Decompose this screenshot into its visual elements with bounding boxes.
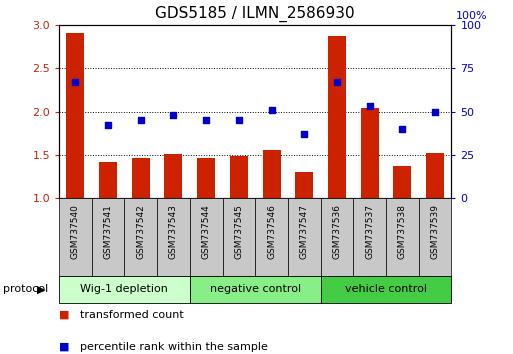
Text: Wig-1 depletion: Wig-1 depletion bbox=[81, 284, 168, 295]
Bar bbox=[165, 154, 183, 198]
Text: GSM737547: GSM737547 bbox=[300, 205, 309, 259]
Bar bbox=[328, 36, 346, 198]
Text: GSM737540: GSM737540 bbox=[71, 205, 80, 259]
Point bbox=[104, 122, 112, 128]
Point bbox=[71, 79, 80, 85]
Bar bbox=[190, 198, 223, 276]
Point bbox=[136, 118, 145, 123]
Text: GSM737546: GSM737546 bbox=[267, 205, 276, 259]
Bar bbox=[393, 166, 411, 198]
Text: protocol: protocol bbox=[3, 284, 48, 295]
Bar bbox=[99, 162, 117, 198]
Bar bbox=[66, 33, 84, 198]
Text: negative control: negative control bbox=[210, 284, 301, 295]
Text: vehicle control: vehicle control bbox=[345, 284, 427, 295]
Bar bbox=[157, 198, 190, 276]
Point bbox=[300, 131, 308, 137]
Bar bbox=[197, 158, 215, 198]
Bar bbox=[295, 172, 313, 198]
Bar bbox=[386, 198, 419, 276]
Bar bbox=[59, 276, 190, 303]
Bar bbox=[230, 156, 248, 198]
Text: GSM737541: GSM737541 bbox=[104, 205, 112, 259]
Bar bbox=[132, 158, 150, 198]
Bar bbox=[223, 198, 255, 276]
Text: GSM737539: GSM737539 bbox=[430, 205, 440, 259]
Bar bbox=[288, 198, 321, 276]
Text: GSM737538: GSM737538 bbox=[398, 205, 407, 259]
Bar bbox=[361, 108, 379, 198]
Point bbox=[366, 103, 374, 109]
Bar bbox=[92, 198, 125, 276]
Point bbox=[235, 118, 243, 123]
Title: GDS5185 / ILMN_2586930: GDS5185 / ILMN_2586930 bbox=[155, 6, 355, 22]
Point bbox=[267, 107, 275, 113]
Text: transformed count: transformed count bbox=[80, 310, 183, 320]
Text: GSM737545: GSM737545 bbox=[234, 205, 243, 259]
Text: 100%: 100% bbox=[456, 11, 487, 21]
Text: GSM737544: GSM737544 bbox=[202, 205, 211, 259]
Text: GSM737543: GSM737543 bbox=[169, 205, 178, 259]
Point bbox=[431, 109, 439, 114]
Bar bbox=[190, 276, 321, 303]
Bar bbox=[59, 198, 92, 276]
Text: ▶: ▶ bbox=[37, 284, 46, 295]
Text: ■: ■ bbox=[59, 310, 69, 320]
Point bbox=[398, 126, 406, 132]
Bar bbox=[124, 198, 157, 276]
Text: GSM737542: GSM737542 bbox=[136, 205, 145, 259]
Bar bbox=[353, 198, 386, 276]
Point bbox=[202, 118, 210, 123]
Bar bbox=[426, 153, 444, 198]
Bar bbox=[321, 198, 353, 276]
Point bbox=[169, 112, 177, 118]
Bar bbox=[419, 198, 451, 276]
Bar bbox=[255, 198, 288, 276]
Bar bbox=[321, 276, 451, 303]
Point bbox=[333, 79, 341, 85]
Text: percentile rank within the sample: percentile rank within the sample bbox=[80, 342, 267, 352]
Text: GSM737536: GSM737536 bbox=[332, 205, 342, 259]
Text: GSM737537: GSM737537 bbox=[365, 205, 374, 259]
Text: ■: ■ bbox=[59, 342, 69, 352]
Bar bbox=[263, 150, 281, 198]
